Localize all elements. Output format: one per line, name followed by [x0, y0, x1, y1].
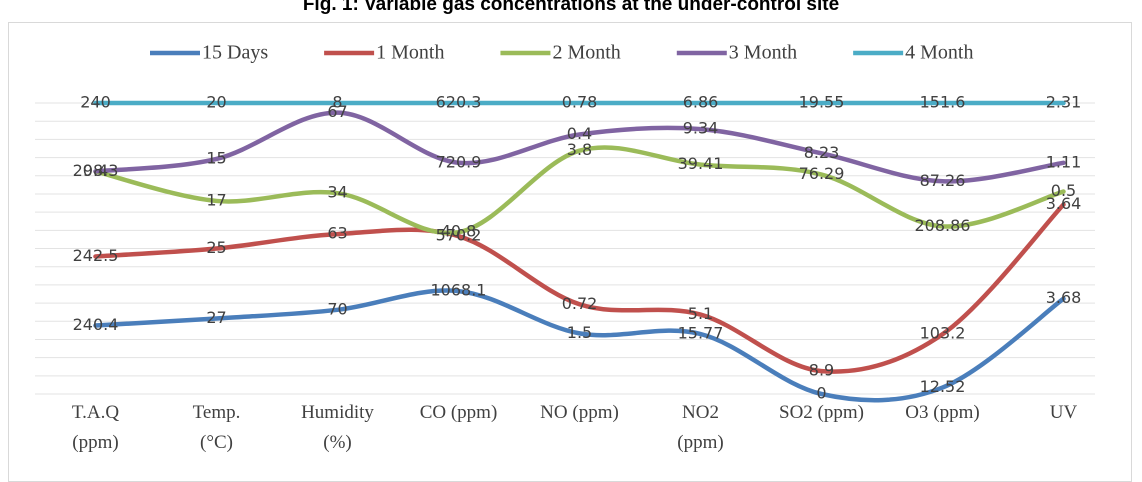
- data-label: 0.4: [83, 161, 108, 180]
- legend-label: 3 Month: [729, 42, 797, 64]
- data-label: 76.29: [799, 164, 845, 183]
- series-line: [93, 288, 1066, 403]
- data-label: 0: [816, 384, 826, 403]
- data-label: 1.5: [567, 323, 592, 342]
- x-tick-label: Humidity (%): [301, 402, 374, 453]
- data-label: 208.86: [915, 216, 971, 235]
- legend-label: 4 Month: [905, 42, 973, 64]
- data-label: 15: [206, 148, 226, 167]
- x-tick-label: O3 (ppm): [905, 402, 980, 423]
- data-label: 298.3: [73, 161, 119, 180]
- data-label: 3.68: [1046, 288, 1082, 307]
- data-label: 15.77: [678, 323, 724, 342]
- data-label: 8.23: [804, 143, 840, 162]
- data-label: 25: [206, 238, 226, 257]
- data-label: 0.72: [562, 294, 598, 313]
- data-label: 240.4: [73, 315, 119, 334]
- legend-label: 2 Month: [552, 42, 620, 64]
- data-label: 5.1: [688, 304, 713, 323]
- legend-label: 15 Days: [202, 42, 268, 64]
- data-label: 0.4: [567, 124, 592, 143]
- x-tick-label: NO2 (ppm): [677, 402, 724, 453]
- data-label: 2.31: [1046, 93, 1082, 112]
- data-label: 8: [332, 93, 342, 112]
- data-label: 570.2: [436, 226, 482, 245]
- data-label: 8.9: [809, 361, 834, 380]
- data-label: 0.5: [1051, 181, 1076, 200]
- data-label: 9.34: [683, 119, 719, 138]
- data-label: 240: [80, 93, 111, 112]
- series-line: [93, 202, 1066, 374]
- legend-label: 1 Month: [376, 42, 444, 64]
- data-label: 1068.1: [431, 281, 487, 300]
- data-label: 242.5: [73, 246, 119, 265]
- data-label: 19.55: [799, 93, 845, 112]
- x-tick-label: SO2 (ppm): [779, 402, 864, 423]
- data-label: 40.8: [441, 222, 477, 241]
- x-tick-label: T.A.Q (ppm): [71, 402, 120, 453]
- chart-title: Fig. 1: Variable gas concentrations at t…: [302, 0, 840, 15]
- x-tick-label: UV: [1049, 402, 1078, 423]
- data-label: 87.26: [920, 171, 966, 190]
- data-label: 67: [327, 102, 347, 121]
- data-label: 0.78: [562, 93, 598, 112]
- data-label: 34: [327, 183, 347, 202]
- x-tick-label: Temp. (°C): [192, 402, 241, 453]
- series-line: [93, 110, 1066, 184]
- x-tick-label: NO (ppm): [540, 402, 619, 423]
- data-label: 6.86: [683, 93, 719, 112]
- data-label: 63: [327, 224, 347, 243]
- data-label: 39.41: [678, 154, 724, 173]
- data-label: 1.11: [1046, 152, 1082, 171]
- data-label: 620.3: [436, 93, 482, 112]
- data-label: 20: [206, 93, 226, 112]
- data-label: 103.2: [920, 324, 966, 343]
- x-tick-label: CO (ppm): [419, 402, 498, 423]
- data-label: 720.9: [436, 152, 482, 171]
- data-label: 3.8: [567, 140, 592, 159]
- data-label: 70: [327, 299, 347, 318]
- data-label: 27: [206, 308, 226, 327]
- data-label: 3.64: [1046, 194, 1082, 213]
- data-label: 17: [206, 190, 226, 209]
- data-label: 151.6: [920, 93, 966, 112]
- data-label: 12.52: [920, 377, 966, 396]
- series-line: [93, 145, 1066, 236]
